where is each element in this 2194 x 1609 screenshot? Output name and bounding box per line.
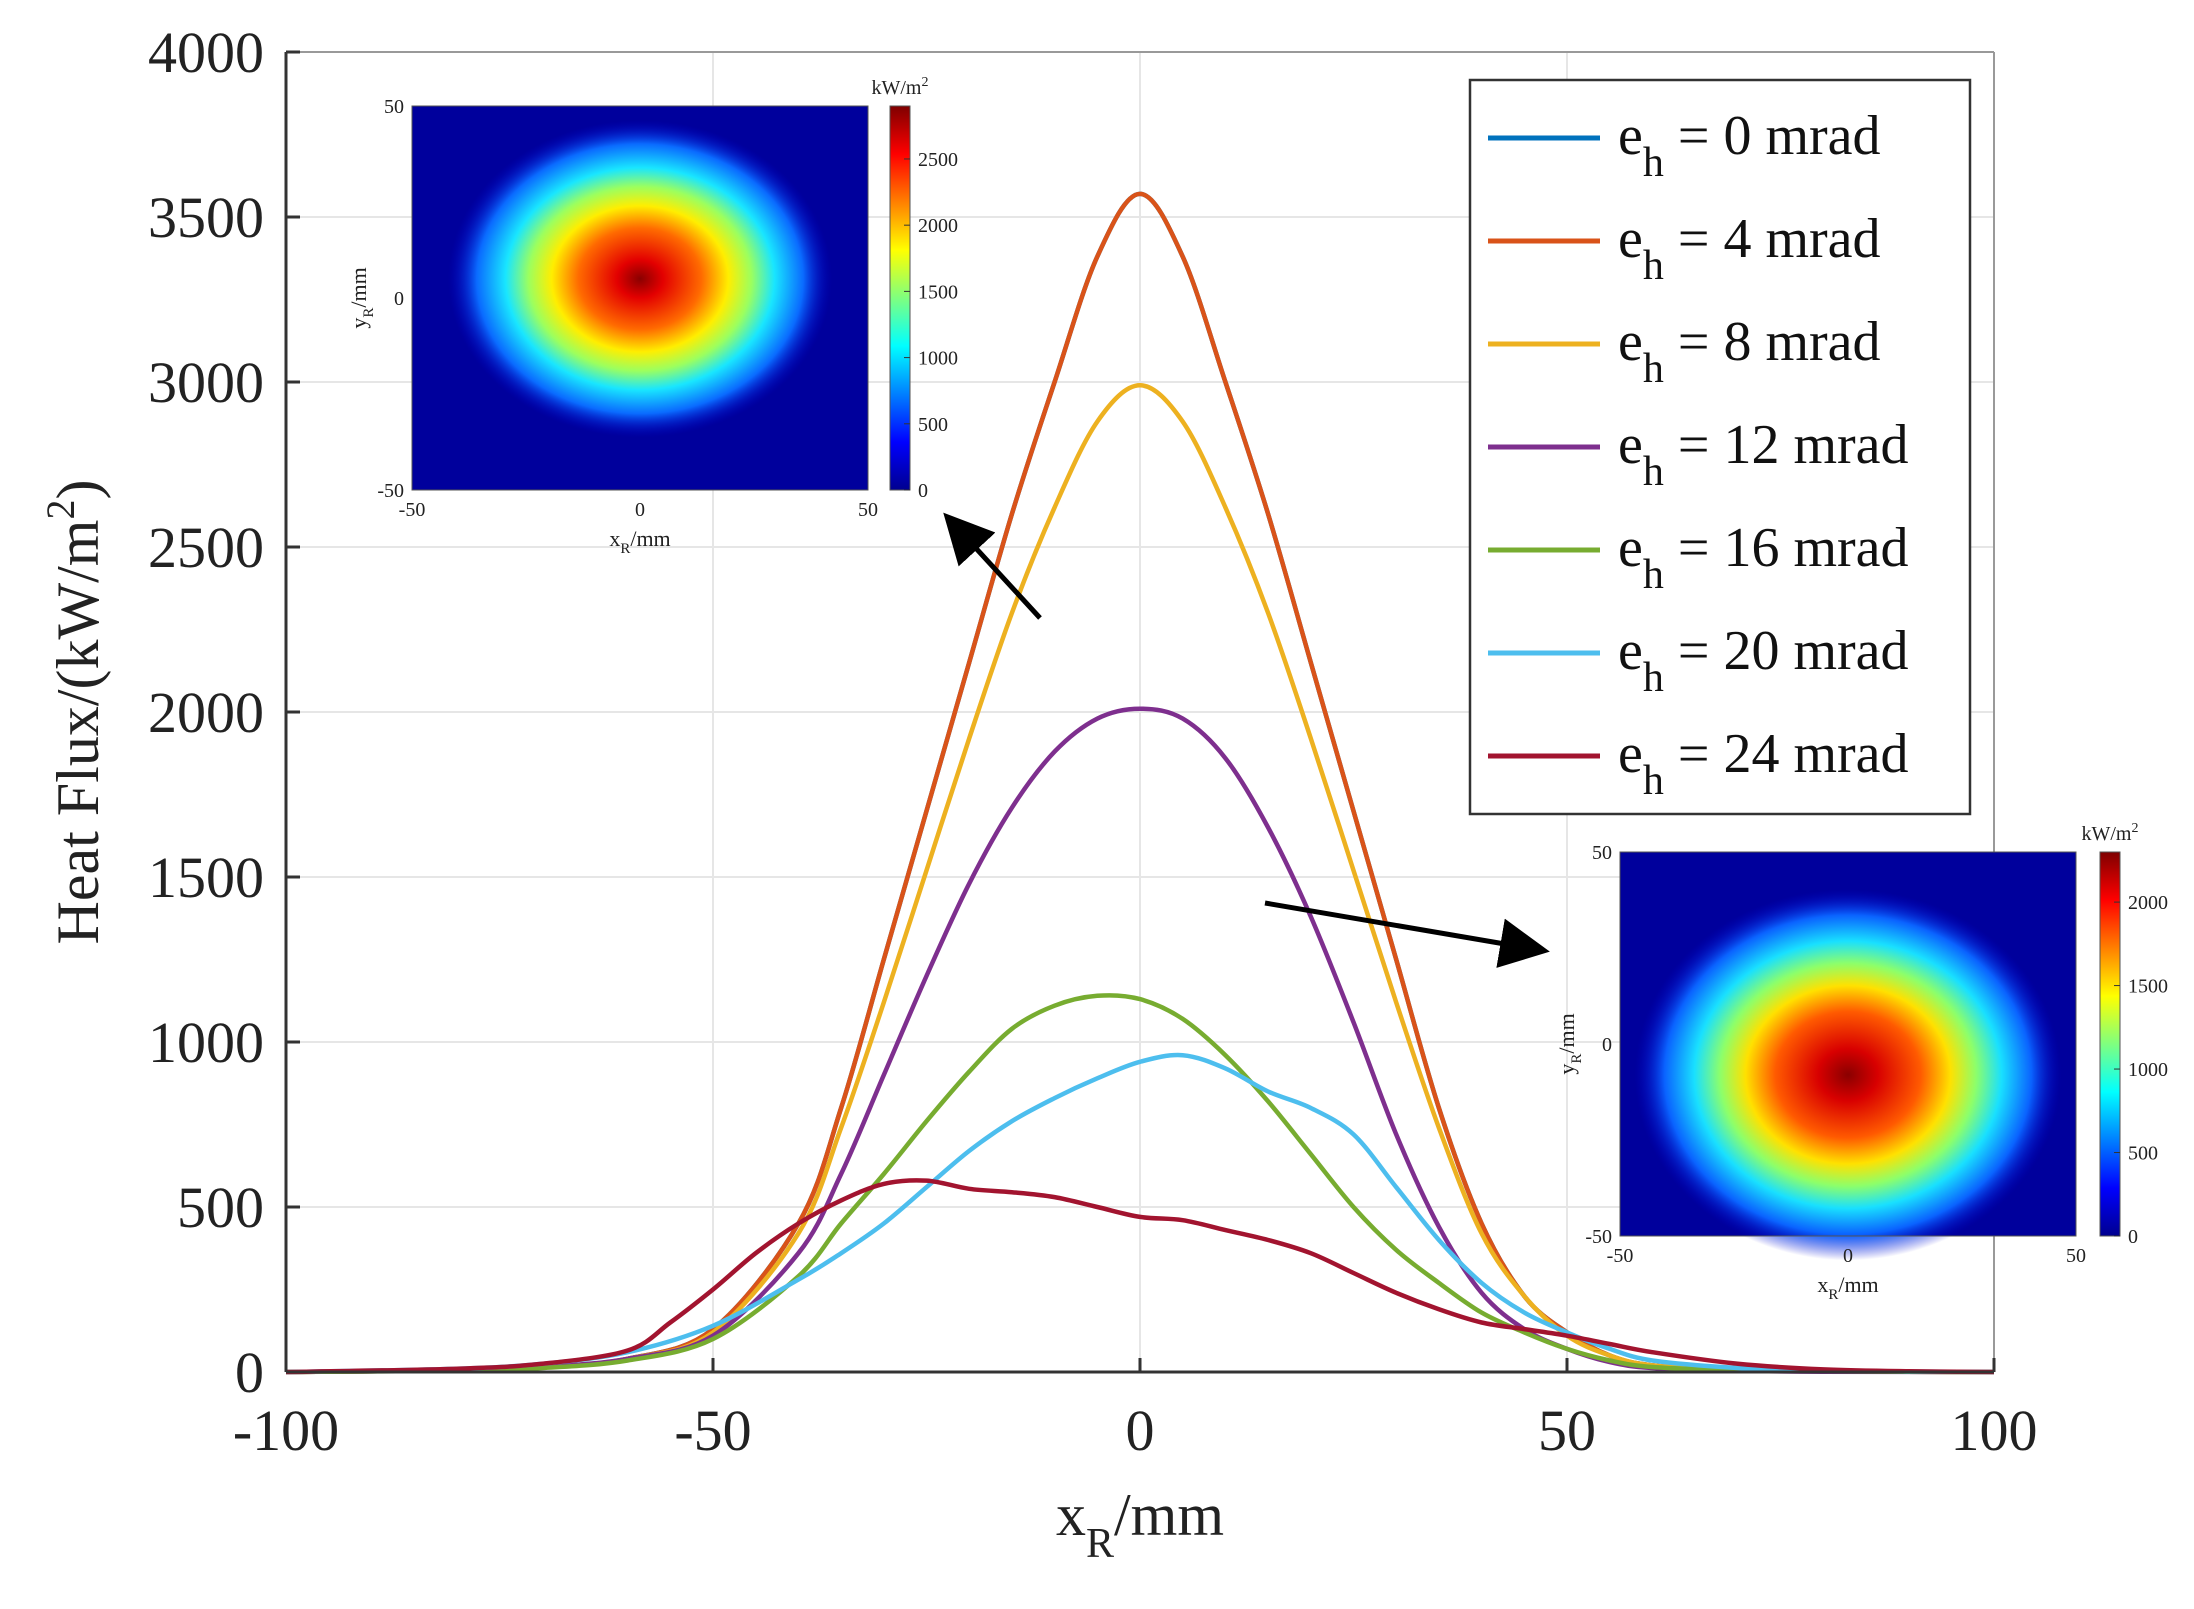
legend-label-3: eh = 12 mrad bbox=[1618, 414, 1909, 495]
y-tick-label-5: 2500 bbox=[148, 515, 264, 580]
arrow-to-top-left-inset bbox=[943, 512, 1042, 620]
arrow-to-bottom-right-inset bbox=[1264, 900, 1550, 968]
legend-label-2: eh = 8 mrad bbox=[1618, 311, 1881, 392]
inset-heatmap-bottom-right-colorbar-tick-2: 1000 bbox=[2128, 1059, 2168, 1081]
y-tick-label-4: 2000 bbox=[148, 680, 264, 745]
x-tick-label-0: -100 bbox=[233, 1398, 339, 1463]
inset-heatmap-bottom-right-colorbar bbox=[2099, 851, 2121, 1237]
y-axis-label: Heat Flux/(kW/m2) bbox=[38, 480, 111, 945]
inset-heatmap-top-left-y-tick-0: 50 bbox=[384, 96, 404, 118]
y-tick-label-1: 500 bbox=[177, 1175, 264, 1240]
x-axis-label-rest: /mm bbox=[1114, 1482, 1224, 1548]
inset-heatmap-bottom-right-y-label: yR/mm bbox=[1554, 1013, 1585, 1074]
inset-heatmap-bottom-right-colorbar-tick-1: 1500 bbox=[2128, 976, 2168, 998]
y-tick-label-0: 0 bbox=[235, 1340, 264, 1405]
y-axis-label-base: Heat Flux/(kW/m bbox=[45, 520, 111, 945]
inset-heatmap-top-left-y-label: yR/mm bbox=[346, 267, 377, 328]
inset-heatmap-top-left: -50 0 50500-50xR/mmyR/mm250020001500100050… bbox=[346, 75, 958, 557]
y-axis-label-sup: 2 bbox=[38, 500, 83, 520]
y-tick-label-6: 3000 bbox=[148, 350, 264, 415]
inset-heatmap-bottom-right-frame bbox=[1619, 851, 2077, 1237]
inset-heatmap-bottom-right-y-tick-2: -50 bbox=[1585, 1226, 1612, 1248]
inset-heatmap-top-left-colorbar-tick-3: 1000 bbox=[918, 348, 958, 370]
inset-heatmap-bottom-right-y-tick-1: 0 bbox=[1602, 1034, 1612, 1056]
y-tick-label-7: 3500 bbox=[148, 185, 264, 250]
inset-heatmap-top-left-x-label: xR/mm bbox=[609, 526, 670, 557]
series-lines bbox=[285, 191, 1995, 1375]
legend-label-1: eh = 4 mrad bbox=[1618, 208, 1881, 289]
inset-heatmap-bottom-right-x-tick-2: 50 bbox=[2066, 1245, 2086, 1267]
inset-heatmap-top-left-frame bbox=[411, 105, 869, 491]
inset-heatmap-top-left-x-tick-2: 50 bbox=[858, 499, 878, 521]
inset-heatmap-bottom-right-x-tick-0: -50 bbox=[1607, 1245, 1634, 1267]
inset-heatmap-bottom-right-colorbar-title: kW/m2 bbox=[2082, 821, 2139, 845]
inset-heatmap-top-left-colorbar-tick-4: 500 bbox=[918, 414, 948, 436]
series-line-6 bbox=[285, 1178, 1995, 1375]
inset-heatmap-top-left-y-tick-1: 0 bbox=[394, 288, 404, 310]
x-tick-label-4: 100 bbox=[1951, 1398, 2038, 1463]
inset-heatmap-bottom-right: -50 0 50500-50xR/mmyR/mm2000150010005000kW… bbox=[1554, 821, 2168, 1303]
inset-heatmap-top-left-colorbar-tick-5: 0 bbox=[918, 480, 928, 502]
inset-heatmap-bottom-right-colorbar-tick-0: 2000 bbox=[2128, 892, 2168, 914]
inset-heatmap-top-left-colorbar-tick-2: 1500 bbox=[918, 281, 958, 303]
legend-label-5: eh = 20 mrad bbox=[1618, 620, 1909, 701]
inset-heatmap-top-left-colorbar-tick-1: 2000 bbox=[918, 215, 958, 237]
x-tick-label-3: 50 bbox=[1538, 1398, 1596, 1463]
inset-heatmap-top-left-colorbar-title: kW/m2 bbox=[872, 75, 929, 99]
inset-heatmap-bottom-right-y-tick-0: 50 bbox=[1592, 842, 1612, 864]
series-line-5 bbox=[285, 1052, 1995, 1375]
y-axis-label-rest: ) bbox=[45, 480, 111, 500]
x-tick-label-2: 0 bbox=[1126, 1398, 1155, 1463]
inset-heatmap-top-left-hotspot bbox=[447, 120, 833, 438]
inset-heatmap-top-left-colorbar-tick-0: 2500 bbox=[918, 149, 958, 171]
legend-label-6: eh = 24 mrad bbox=[1618, 723, 1909, 804]
series-line-4 bbox=[285, 993, 1995, 1375]
inset-heatmap-bottom-right-colorbar-tick-4: 0 bbox=[2128, 1226, 2138, 1248]
inset-heatmap-top-left-x-tick-0: -50 bbox=[399, 499, 426, 521]
inset-heatmap-bottom-right-hotspot bbox=[1634, 889, 2062, 1261]
legend: eh = 0 mrad eh = 4 mrad eh = 8 mrad eh = 12… bbox=[1468, 78, 1972, 816]
legend-label-4: eh = 16 mrad bbox=[1618, 517, 1909, 598]
inset-heatmap-bottom-right-x-label: xR/mm bbox=[1817, 1272, 1878, 1303]
x-axis-label: xR/mm bbox=[1056, 1482, 1224, 1567]
legend-label-0: eh = 0 mrad bbox=[1618, 105, 1881, 186]
x-axis-label-base: x bbox=[1056, 1482, 1086, 1548]
inset-heatmap-top-left-y-tick-2: -50 bbox=[377, 480, 404, 502]
x-axis-label-sub: R bbox=[1086, 1521, 1114, 1567]
inset-heatmap-top-left-x-tick-1: 0 bbox=[635, 499, 645, 521]
y-tick-label-2: 1000 bbox=[148, 1010, 264, 1075]
y-tick-label-8: 4000 bbox=[148, 20, 264, 85]
inset-heatmap-top-left-colorbar bbox=[889, 105, 911, 491]
y-tick-label-3: 1500 bbox=[148, 845, 264, 910]
inset-heatmap-bottom-right-x-tick-1: 0 bbox=[1843, 1245, 1853, 1267]
tick-labels: -100 -50 0 50 100050010001500200025003000350… bbox=[148, 20, 2038, 1463]
x-tick-label-1: -50 bbox=[674, 1398, 751, 1463]
inset-heatmap-bottom-right-colorbar-tick-3: 500 bbox=[2128, 1143, 2158, 1165]
